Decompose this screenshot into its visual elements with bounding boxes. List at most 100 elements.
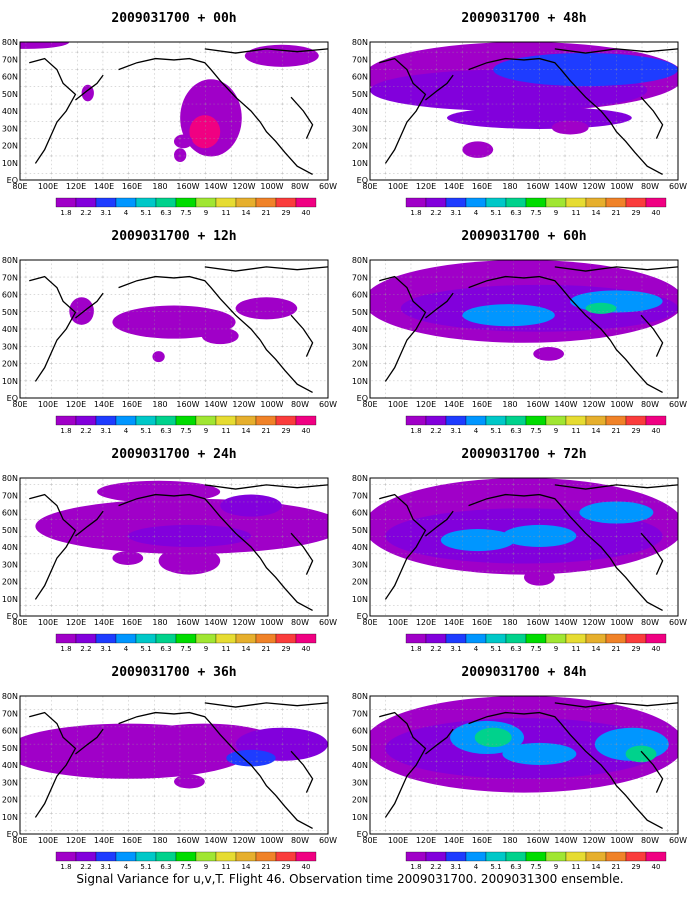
latitude-label: 80N bbox=[352, 38, 368, 47]
longitude-label: 100E bbox=[38, 836, 58, 845]
latitude-label: 20N bbox=[2, 578, 18, 587]
coastline bbox=[29, 57, 77, 164]
colorbar-label: 9 bbox=[554, 645, 558, 653]
latitude-label: 20N bbox=[352, 360, 368, 369]
latitude-label: EQ bbox=[357, 612, 368, 621]
longitude-label: 80W bbox=[641, 182, 659, 191]
colorbar-label: 5.1 bbox=[140, 209, 151, 217]
colorbar-swatch bbox=[545, 633, 567, 644]
longitude-label: 160W bbox=[526, 836, 549, 845]
colorbar-label: 29 bbox=[282, 209, 291, 217]
longitude-label: 160E bbox=[472, 400, 492, 409]
longitude-label: 120E bbox=[66, 618, 86, 627]
colorbar-swatch bbox=[215, 633, 237, 644]
colorbar-label: 5.1 bbox=[490, 427, 501, 435]
latitude-label: 70N bbox=[352, 491, 368, 500]
grid-lines bbox=[370, 478, 678, 616]
colorbar-label: 1.8 bbox=[60, 209, 71, 217]
colorbar-swatch bbox=[585, 415, 607, 426]
coastline bbox=[118, 711, 261, 777]
colorbar-swatch bbox=[625, 633, 647, 644]
latitude-label: 60N bbox=[352, 727, 368, 736]
latitude-label: EQ bbox=[357, 830, 368, 839]
colorbar-label: 29 bbox=[632, 645, 641, 653]
colorbar-swatch bbox=[505, 197, 527, 208]
colorbar-swatch bbox=[525, 197, 547, 208]
coastline bbox=[379, 711, 427, 818]
coastline bbox=[29, 275, 77, 382]
latitude-label: EQ bbox=[7, 612, 18, 621]
longitude-label: 160E bbox=[472, 182, 492, 191]
colorbar-swatch bbox=[525, 851, 547, 862]
colorbar-swatch bbox=[175, 415, 197, 426]
colorbar-label: 29 bbox=[632, 209, 641, 217]
colorbar-label: 6.3 bbox=[510, 863, 521, 871]
colorbar-swatch bbox=[155, 633, 177, 644]
colorbar-swatch bbox=[175, 851, 197, 862]
longitude-label: 120E bbox=[66, 182, 86, 191]
latitude-label: 10N bbox=[2, 595, 18, 604]
colorbar-swatch bbox=[445, 415, 467, 426]
colorbar-swatch bbox=[295, 197, 317, 208]
colorbar-label: 4 bbox=[124, 863, 129, 871]
coastline bbox=[259, 775, 313, 830]
colorbar-label: 14 bbox=[242, 863, 251, 871]
longitude-label: 140W bbox=[204, 618, 227, 627]
colorbar-label: 2.2 bbox=[80, 645, 91, 653]
colorbar-label: 6.3 bbox=[160, 863, 171, 871]
coastline bbox=[204, 702, 328, 708]
colorbar-swatch bbox=[545, 197, 567, 208]
coastline bbox=[118, 275, 261, 341]
longitude-label: 160W bbox=[526, 618, 549, 627]
latitude-label: 30N bbox=[2, 560, 18, 569]
colorbar-label: 7.5 bbox=[530, 645, 541, 653]
latitude-label: 20N bbox=[2, 142, 18, 151]
map-panel: 2009031700 + 00h 80N 70N 60N 50N 40N 30N 20N 10N… bbox=[2, 11, 337, 217]
map-panel: 2009031700 + 36h 80N 70N 60N 50N 40N 30N 20N 10N… bbox=[2, 665, 337, 871]
colorbar-swatch bbox=[445, 633, 467, 644]
colorbar-label: 1.8 bbox=[410, 209, 421, 217]
colorbar-label: 14 bbox=[592, 209, 601, 217]
colorbar-swatch bbox=[195, 197, 217, 208]
latitude-label: EQ bbox=[7, 176, 18, 185]
colorbar-label: 1.8 bbox=[60, 427, 71, 435]
latitude-label: 40N bbox=[352, 761, 368, 770]
colorbar-swatch bbox=[95, 851, 117, 862]
colorbar-swatch bbox=[75, 415, 97, 426]
colorbar-label: 1.8 bbox=[410, 863, 421, 871]
latitude-label: 60N bbox=[2, 73, 18, 82]
latitude-label: 20N bbox=[2, 796, 18, 805]
longitude-label: 160W bbox=[176, 836, 199, 845]
panel-title: 2009031700 + 36h bbox=[111, 665, 236, 680]
colorbar-swatch bbox=[565, 197, 587, 208]
latitude-label: 60N bbox=[352, 73, 368, 82]
latitude-label: 20N bbox=[352, 142, 368, 151]
longitude-label: 120W bbox=[232, 618, 255, 627]
colorbar-label: 29 bbox=[282, 427, 291, 435]
map-panel: 2009031700 + 84h 80N 70N 60N 50N 40N 30N 20N 10N… bbox=[352, 665, 687, 871]
coastline bbox=[75, 292, 104, 319]
latitude-label: 10N bbox=[352, 159, 368, 168]
colorbar-label: 14 bbox=[242, 209, 251, 217]
colorbar-label: 14 bbox=[242, 645, 251, 653]
colorbar-swatch bbox=[645, 415, 667, 426]
colorbar-swatch bbox=[465, 415, 487, 426]
colorbar-label: 21 bbox=[612, 863, 621, 871]
colorbar-label: 4 bbox=[474, 863, 479, 871]
colorbar-swatch bbox=[485, 851, 507, 862]
colorbar-swatch bbox=[625, 415, 647, 426]
colorbar-swatch bbox=[195, 851, 217, 862]
colorbar-swatch bbox=[135, 415, 157, 426]
colorbar-swatch bbox=[75, 197, 97, 208]
coastline bbox=[259, 557, 313, 612]
colorbar-label: 21 bbox=[612, 427, 621, 435]
colorbar-label: 2.2 bbox=[80, 209, 91, 217]
longitude-label: 60W bbox=[319, 836, 337, 845]
colorbar-label: 2.2 bbox=[430, 863, 441, 871]
longitude-label: 180 bbox=[152, 618, 167, 627]
colorbar-label: 1.8 bbox=[60, 645, 71, 653]
coastline bbox=[554, 702, 678, 708]
longitude-label: 60W bbox=[319, 182, 337, 191]
coastline bbox=[425, 728, 454, 755]
